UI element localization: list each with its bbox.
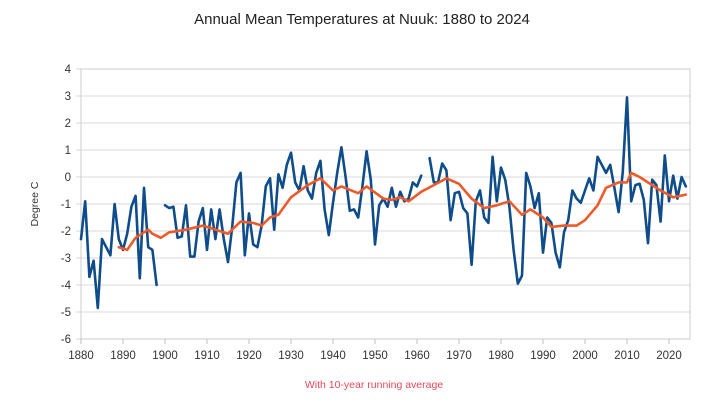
x-tick-label: 2010 <box>614 350 640 362</box>
x-tick-label: 1990 <box>530 350 556 362</box>
series-running-average-line <box>117 171 688 252</box>
y-axis-ticks: -6 -5 -4 -3 -2 -1 0 1 2 3 4 <box>61 64 72 346</box>
series-running-average <box>117 171 688 252</box>
y-axis-label: Degree C <box>29 181 41 226</box>
x-tick-label: 1970 <box>446 350 472 362</box>
y-tick-label: 0 <box>65 172 71 184</box>
chart-title: Annual Mean Temperatures at Nuuk: 1880 t… <box>194 11 530 28</box>
x-tick-label: 1880 <box>68 350 94 362</box>
series-annual-mean-line <box>163 146 423 264</box>
x-tick-label: 1940 <box>320 350 346 362</box>
x-axis-ticks: 1880 1890 1900 1910 1920 1930 1940 1950 1960 1970… <box>68 339 682 362</box>
y-tick-label: -2 <box>61 226 71 238</box>
plot-area-border <box>80 68 691 340</box>
series-annual-mean <box>79 96 688 310</box>
y-tick-label: -1 <box>61 199 71 211</box>
x-tick-label: 1930 <box>278 350 304 362</box>
y-tick-label: 3 <box>65 91 71 103</box>
y-tick-label: -4 <box>61 280 72 292</box>
series-group <box>79 96 688 310</box>
y-tick-label: 2 <box>65 118 71 130</box>
x-tick-label: 2020 <box>656 350 682 362</box>
chart-caption: With 10-year running average <box>305 379 443 391</box>
x-tick-label: 1890 <box>110 350 136 362</box>
x-tick-label: 1910 <box>194 350 220 362</box>
x-tick-label: 1950 <box>362 350 388 362</box>
x-tick-label: 1900 <box>152 350 178 362</box>
y-tick-label: 1 <box>65 145 71 157</box>
x-tick-label: 1920 <box>236 350 262 362</box>
x-tick-label: 2000 <box>572 350 598 362</box>
y-tick-label: -6 <box>61 334 71 346</box>
y-tick-label: 4 <box>65 64 72 76</box>
y-tick-label: -3 <box>61 253 71 265</box>
y-tick-label: -5 <box>61 307 71 319</box>
series-annual-mean-line <box>428 96 688 285</box>
x-tick-label: 1980 <box>488 350 514 362</box>
x-tick-label: 1960 <box>404 350 430 362</box>
